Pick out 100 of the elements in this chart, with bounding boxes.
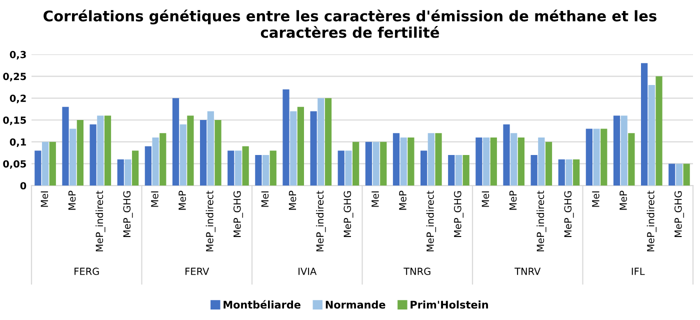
bar [117, 159, 124, 186]
x-tick-label: MeP [178, 190, 186, 210]
bar [144, 146, 152, 186]
bar [97, 116, 104, 186]
bar [648, 85, 655, 186]
legend-label: Prim'Holstein [410, 300, 488, 309]
y-tick-label: 0,05 [3, 160, 26, 169]
bar [290, 111, 297, 186]
bar [503, 124, 510, 186]
x-tick-label: MeP_indirect [426, 190, 436, 252]
x-tick-label: MeP [509, 190, 517, 210]
bar [365, 142, 372, 186]
bar [545, 142, 552, 186]
bar [683, 164, 690, 186]
x-tick-label: MeP_GHG [344, 191, 354, 237]
bar [656, 76, 662, 186]
bar [207, 111, 214, 186]
x-tick-label: MeP_GHG [454, 191, 464, 237]
x-tick-label: MeP_indirect [206, 190, 216, 252]
text: IVIA [298, 268, 317, 275]
x-tick-label: MeI [40, 191, 48, 207]
bar [558, 159, 565, 186]
y-tick-label: 0,1 [10, 138, 26, 147]
bar [408, 137, 414, 186]
bar [310, 111, 317, 186]
x-tick-label: MeP_indirect [96, 190, 106, 252]
x-tick-label: MeP_indirect [316, 190, 326, 252]
bar [435, 133, 442, 186]
bar [586, 128, 592, 186]
legend-label: Normande [326, 300, 386, 309]
bar [49, 142, 56, 186]
bar [462, 154, 470, 186]
bar [428, 133, 434, 186]
bar [318, 98, 324, 186]
bar [620, 116, 628, 186]
bar [124, 159, 132, 186]
bar [214, 120, 222, 186]
y-tick-label: 0,25 [3, 72, 26, 82]
y-tick-label: 0,3 [10, 50, 26, 60]
bar [518, 137, 524, 186]
bar [400, 137, 407, 186]
bar [90, 124, 96, 186]
legend-label: Montbéliarde [224, 300, 300, 309]
bar [42, 142, 49, 186]
bar [372, 142, 380, 186]
bar [180, 124, 186, 186]
bar [282, 89, 290, 186]
x-tick-label: MeP_GHG [123, 191, 133, 237]
bar [420, 150, 428, 186]
x-tick-label: MeP_indirect [536, 190, 546, 252]
bar [490, 137, 497, 186]
bar [132, 150, 139, 186]
chart-title: Corrélations génétiques entre les caractères d'émission de méthane et les caractères de fertilité [44, 10, 656, 38]
x-tick-label: MeI [592, 191, 600, 207]
bar [270, 150, 276, 186]
bar [593, 128, 600, 186]
bar [324, 98, 332, 186]
y-tick-label: 0 [20, 182, 26, 190]
bar [668, 164, 676, 186]
bar [530, 154, 538, 186]
bar [566, 159, 572, 186]
bar [538, 137, 545, 186]
bar [455, 154, 462, 186]
bar [234, 150, 242, 186]
bar [76, 120, 84, 186]
x-tick-label: MeI [372, 191, 379, 207]
x-tick-label: MeP_GHG [564, 191, 574, 237]
x-tick-label: MeP [68, 190, 76, 210]
bar [573, 159, 580, 186]
bar [676, 164, 683, 186]
y-tick-label: 0,2 [10, 94, 26, 104]
bar [476, 137, 482, 186]
x-tick-label: MeP [620, 190, 627, 210]
bar [70, 128, 76, 186]
bar [448, 154, 455, 186]
bar [338, 150, 344, 186]
text: FERV [186, 268, 210, 275]
text: IFL [632, 268, 645, 275]
x-tick-label: MeP [399, 190, 406, 210]
text: FERG [74, 268, 99, 276]
x-tick-label: MeP_GHG [233, 191, 243, 237]
bar [152, 137, 159, 186]
bar [352, 142, 360, 186]
bar [262, 154, 270, 186]
bar [297, 106, 304, 186]
bar [392, 133, 400, 186]
x-tick-label: MeI [151, 191, 158, 207]
bar [200, 120, 207, 186]
bar [380, 142, 387, 186]
bar [510, 133, 518, 186]
bar [255, 154, 262, 186]
text: TNRV [514, 268, 541, 275]
x-tick-label: MeI [482, 191, 490, 207]
bar [600, 128, 608, 186]
bar [104, 116, 112, 186]
bar [62, 106, 69, 186]
y-tick-label: 0,15 [3, 116, 26, 126]
bar [482, 137, 490, 186]
bar [641, 63, 648, 186]
bar [228, 150, 234, 186]
